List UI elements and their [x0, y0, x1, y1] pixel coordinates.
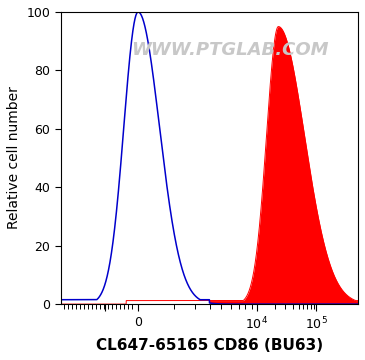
- Y-axis label: Relative cell number: Relative cell number: [7, 87, 21, 229]
- X-axis label: CL647-65165 CD86 (BU63): CL647-65165 CD86 (BU63): [96, 338, 323, 353]
- Text: WWW.PTGLAB.COM: WWW.PTGLAB.COM: [131, 41, 329, 59]
